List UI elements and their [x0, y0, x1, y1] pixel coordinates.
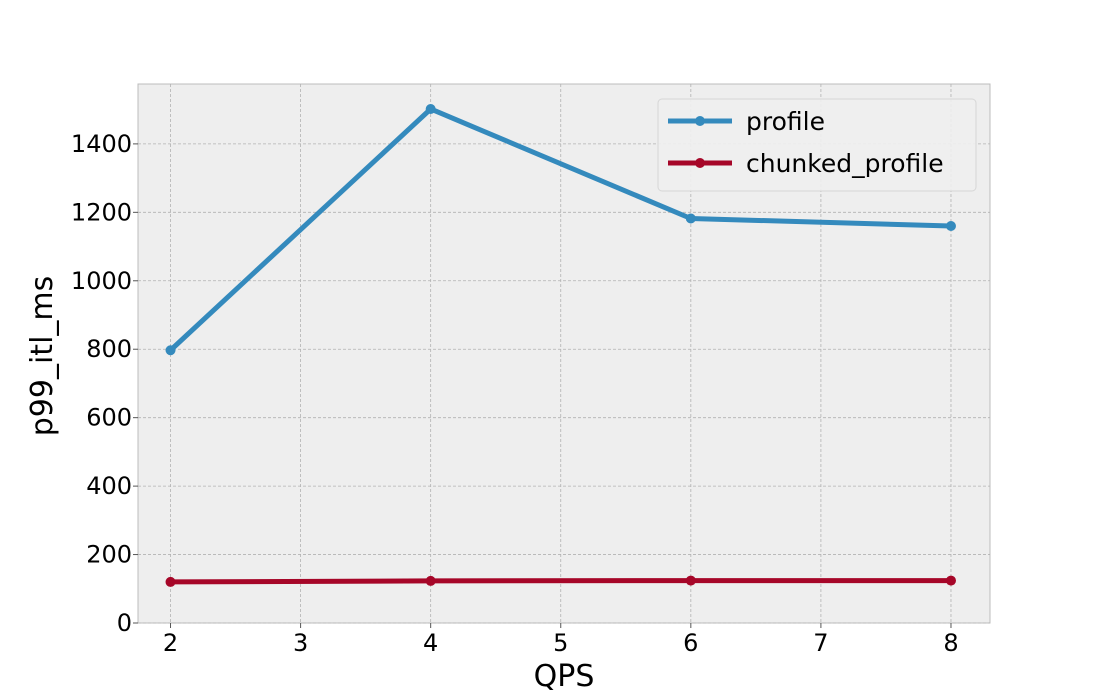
legend-marker-profile [695, 116, 705, 126]
series-lines [165, 103, 956, 587]
y-tick-label: 1000 [71, 267, 132, 295]
y-tick-label: 600 [86, 404, 132, 432]
y-axis-label: p99_itl_ms [25, 276, 60, 437]
data-point-profile [425, 103, 436, 114]
series-line-profile [168, 106, 954, 353]
y-tick-label: 0 [117, 609, 132, 637]
x-tick-label: 6 [683, 629, 698, 657]
series-line-chunked_profile [168, 578, 954, 585]
x-tick-label: 4 [423, 629, 438, 657]
legend: profile chunked_profile [657, 98, 977, 192]
data-point-chunked_profile [425, 575, 436, 586]
y-tick-label: 800 [86, 335, 132, 363]
x-tick-label: 5 [553, 629, 568, 657]
x-tick-label: 8 [943, 629, 958, 657]
grid-lines [138, 84, 990, 624]
data-point-profile [685, 213, 696, 224]
data-point-chunked_profile [685, 575, 696, 586]
legend-label-profile: profile [746, 107, 825, 136]
y-tick-label: 1400 [71, 130, 132, 158]
y-tick-label: 1200 [71, 198, 132, 226]
legend-marker-chunked_profile [695, 158, 705, 168]
data-point-chunked_profile [165, 576, 176, 587]
y-axis-ticks: 0 200 400 600 800 1000 1200 1400 [71, 130, 138, 637]
x-tick-label: 2 [163, 629, 178, 657]
x-tick-label: 3 [293, 629, 308, 657]
legend-box [657, 98, 977, 192]
x-tick-label: 7 [813, 629, 828, 657]
x-axis-label: QPS [534, 659, 595, 694]
data-point-profile [945, 221, 956, 232]
x-axis-ticks: 2 3 4 5 6 7 8 [163, 623, 959, 657]
legend-label-chunked_profile: chunked_profile [746, 149, 944, 178]
data-point-chunked_profile [945, 575, 956, 586]
y-tick-label: 200 [86, 541, 132, 569]
y-tick-label: 400 [86, 472, 132, 500]
data-point-profile [165, 345, 176, 356]
